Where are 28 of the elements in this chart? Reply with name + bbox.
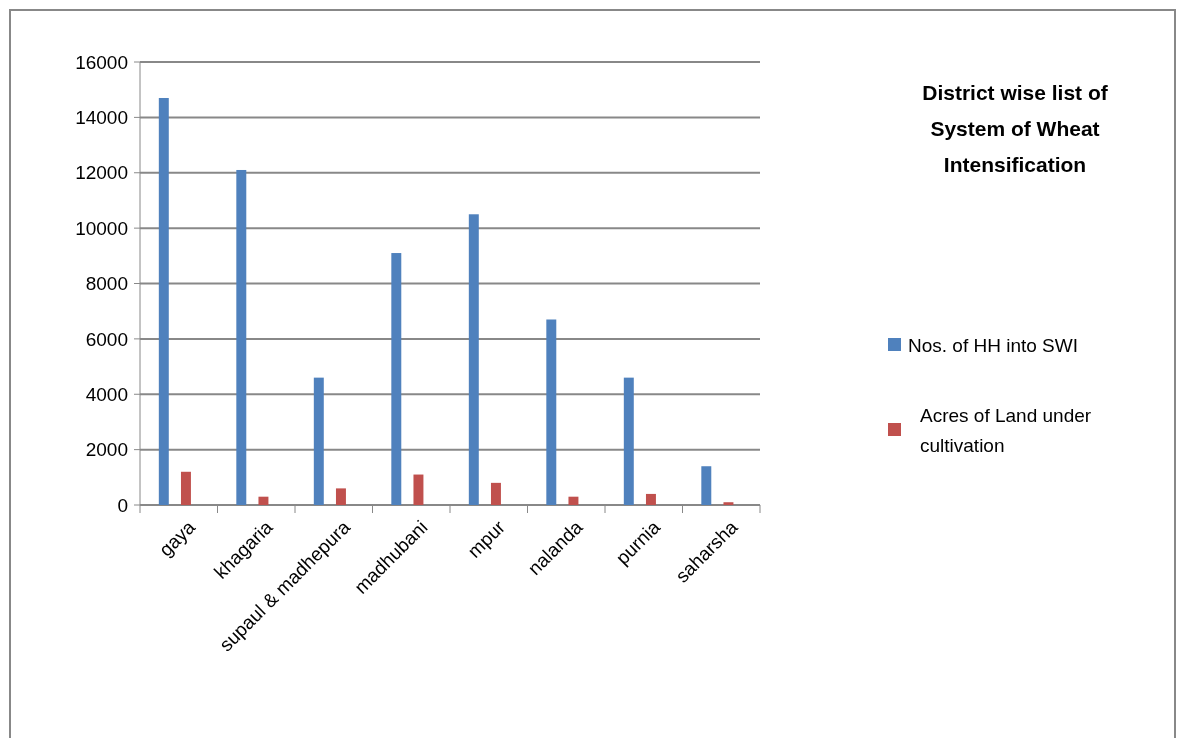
legend-label: Acres of Land under cultivation <box>920 405 1092 457</box>
bar <box>568 496 579 505</box>
bar <box>490 482 501 505</box>
bar <box>701 466 712 505</box>
bar <box>258 496 269 505</box>
y-tick-label: 14000 <box>75 107 128 129</box>
bar <box>335 488 346 505</box>
y-tick-label: 0 <box>117 494 128 516</box>
text: District wise list of System of Wheat Intensification <box>922 81 1109 176</box>
legend-label: Nos. of HH into SWI <box>908 334 1078 356</box>
y-tick-label: 6000 <box>85 328 128 350</box>
bar <box>180 471 191 505</box>
bar <box>623 377 634 505</box>
y-tick-label: 10000 <box>75 217 128 239</box>
bar <box>413 474 424 505</box>
y-tick-label: 16000 <box>75 51 128 73</box>
bar <box>645 493 656 505</box>
bar <box>391 253 402 505</box>
y-tick-label: 4000 <box>85 383 128 405</box>
y-tick-label: 8000 <box>85 273 128 295</box>
bar <box>158 97 169 505</box>
y-tick-label: 2000 <box>85 439 128 461</box>
bar <box>723 502 734 505</box>
bar <box>313 377 324 505</box>
bar <box>468 214 479 505</box>
bar <box>236 169 247 505</box>
bar <box>546 319 557 505</box>
y-tick-label: 12000 <box>75 162 128 184</box>
